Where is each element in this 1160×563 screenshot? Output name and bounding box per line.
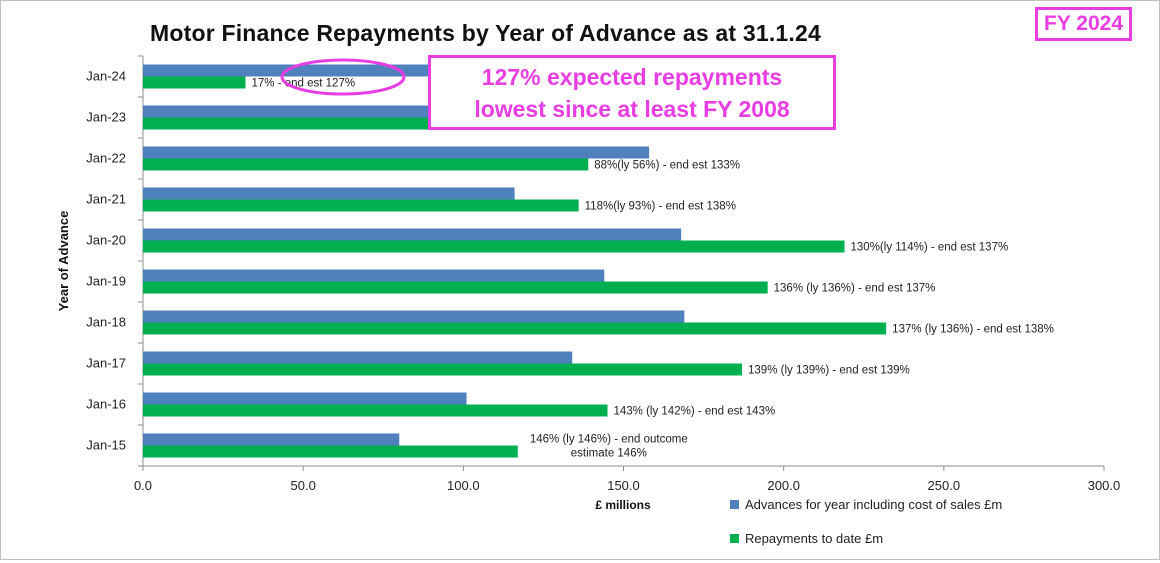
legend-item-advances: Advances for year including cost of sale… — [730, 495, 1002, 513]
bar-annotation: 136% (ly 136%) - end est 137% — [774, 283, 936, 295]
x-tick-label: 250.0 — [928, 478, 961, 493]
bar-annotation: 118%(ly 93%) - end est 138% — [585, 201, 736, 213]
legend-label-repayments: Repayments to date £m — [745, 530, 884, 546]
fiscal-year-badge: FY 2024 — [1035, 7, 1133, 41]
chart-legend: Advances for year including cost of sale… — [730, 495, 1002, 563]
bar-annotation: 143% (ly 142%) - end est 143% — [613, 406, 775, 418]
bar-annotation: 146% (ly 146%) - end outcome estimate 146… — [530, 434, 688, 460]
bar-advances — [143, 392, 467, 405]
y-tick-label: Jan-23 — [86, 110, 126, 125]
bar-advances — [143, 351, 573, 364]
y-tick-label: Jan-18 — [86, 315, 126, 330]
bar-annotation: 17% - end est 127% — [252, 78, 356, 90]
bar-annotation: 137% (ly 136%) - end est 138% — [892, 324, 1054, 336]
bar-repayments — [143, 363, 743, 376]
bar-advances — [143, 146, 650, 159]
y-tick-label: Jan-16 — [86, 397, 126, 412]
y-tick-label: Jan-20 — [86, 233, 126, 248]
bar-repayments — [143, 76, 246, 89]
bar-annotation: 139% (ly 139%) - end est 139% — [748, 365, 910, 377]
legend-swatch-repayments — [730, 533, 739, 543]
x-tick-label: 200.0 — [767, 478, 800, 493]
bar-annotation: 130%(ly 114%) - end est 137% — [851, 242, 1009, 254]
x-tick-label: 100.0 — [447, 478, 480, 493]
bar-repayments — [143, 404, 608, 417]
bar-advances — [143, 310, 685, 323]
bar-repayments — [143, 158, 589, 171]
callout-box: 127% expected repayments lowest since at… — [428, 55, 836, 130]
bar-repayments — [143, 199, 579, 212]
bar-repayments — [143, 322, 887, 335]
bar-repayments — [143, 281, 768, 294]
x-tick-label: 150.0 — [607, 478, 640, 493]
legend-item-repayments: Repayments to date £m — [730, 529, 1002, 547]
bar-repayments — [143, 117, 464, 130]
bar-advances — [143, 433, 400, 446]
legend-swatch-advances — [730, 499, 739, 509]
y-tick-label: Jan-21 — [86, 192, 126, 207]
x-tick-label: 300.0 — [1088, 478, 1121, 493]
x-tick-label: 0.0 — [134, 478, 152, 493]
x-tick-label: 50.0 — [291, 478, 316, 493]
highlight-ellipse — [280, 58, 406, 96]
x-axis-title: £ millions — [595, 498, 651, 512]
y-tick-label: Jan-22 — [86, 151, 126, 166]
legend-label-advances: Advances for year including cost of sale… — [745, 496, 1003, 512]
bar-repayments — [143, 445, 518, 458]
y-tick-label: Jan-24 — [86, 69, 126, 84]
bar-advances — [143, 187, 515, 200]
y-tick-label: Jan-17 — [86, 356, 126, 371]
y-tick-label: Jan-15 — [86, 438, 126, 453]
chart-title: Motor Finance Repayments by Year of Adva… — [150, 20, 821, 46]
bar-advances — [143, 269, 605, 282]
callout-line-2: lowest since at least FY 2008 — [474, 96, 790, 122]
bar-repayments — [143, 240, 845, 253]
callout-line-1: 127% expected repayments — [481, 64, 783, 90]
bar-annotation: 88%(ly 56%) - end est 133% — [594, 160, 740, 172]
y-tick-label: Jan-19 — [86, 274, 126, 289]
y-axis-title: Year of Advance — [56, 211, 71, 312]
bar-advances — [143, 228, 682, 241]
